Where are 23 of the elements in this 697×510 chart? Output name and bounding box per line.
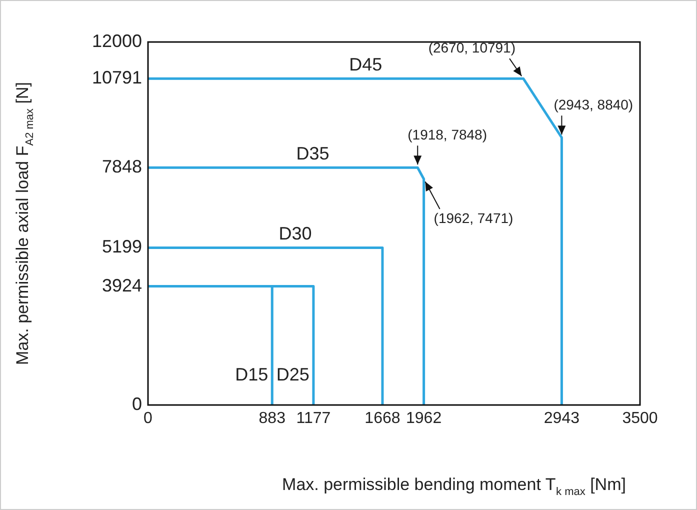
series-label: D25 [276,364,310,385]
x-tick-label: 883 [258,410,286,428]
y-axis-title: Max. permissible axial load FA2 max [N] [13,82,36,365]
y-tick-label: 0 [132,394,142,414]
x-tick-label: 1668 [364,410,400,428]
y-tick-label: 3924 [102,275,142,296]
x-tick-label: 1177 [296,410,331,428]
y-tick-label: 7848 [102,156,142,177]
y-tick-label: 5199 [102,236,142,257]
x-tick-label: 2943 [544,410,580,428]
y-tick-label: 10791 [92,68,142,88]
series-label: D15 [235,364,268,385]
annotation: (1918, 7848) [408,126,488,142]
series-label: D30 [278,224,312,244]
x-tick-label: 3500 [622,410,658,428]
series-label: D35 [296,144,330,164]
annotation: (2670, 10791) [428,39,516,56]
series-label: D45 [349,54,382,75]
annotation: (2943, 8840) [554,96,634,112]
x-tick-label: 1962 [406,410,442,428]
annotation: (1962, 7471) [434,210,514,226]
y-tick-label: 12000 [92,30,142,51]
x-tick-label: 0 [144,410,153,428]
